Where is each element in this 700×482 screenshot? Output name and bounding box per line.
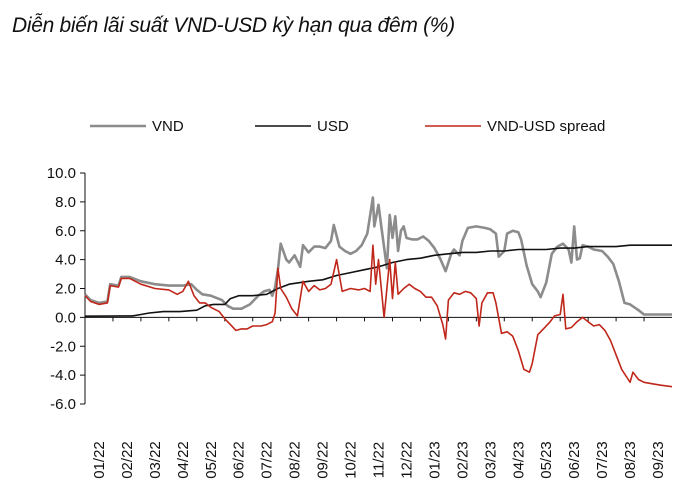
x-tick-label: 12/22 xyxy=(398,441,415,479)
x-tick-label: 03/23 xyxy=(482,441,499,479)
x-axis: 01/22 02/22 03/22 04/22 05/22 06/22 07/22 08/22… xyxy=(84,316,672,479)
y-tick-label: 4.0 xyxy=(55,252,76,269)
series-line-1 xyxy=(84,196,672,316)
legend: VND USD VND-USD spread xyxy=(90,118,605,135)
x-tick-label: 07/22 xyxy=(259,441,276,479)
y-tick-label: -6.0 xyxy=(50,396,76,413)
x-tick-label: 06/23 xyxy=(566,441,583,479)
x-tick-label: 08/22 xyxy=(287,441,304,479)
x-tick-label: 10/22 xyxy=(343,441,360,479)
x-tick-label: 02/23 xyxy=(454,441,471,479)
x-tick-label: 04/22 xyxy=(175,441,192,479)
y-tick-label: 6.0 xyxy=(55,223,76,240)
x-tick-label: 07/23 xyxy=(594,441,611,479)
legend-label: VND-USD spread xyxy=(487,118,605,135)
series-line-2 xyxy=(84,244,672,317)
y-tick-label: 2.0 xyxy=(55,281,76,298)
y-tick-label: -4.0 xyxy=(50,367,76,384)
x-tick-label: 05/23 xyxy=(538,441,555,479)
x-tick-label: 09/22 xyxy=(315,441,332,479)
x-tick-label: 03/22 xyxy=(147,441,164,479)
y-tick-label: 8.0 xyxy=(55,194,76,211)
x-tick-label: 04/23 xyxy=(510,441,527,479)
legend-label: VND xyxy=(152,118,184,135)
legend-label: USD xyxy=(317,118,349,135)
x-tick-label: 01/22 xyxy=(91,441,108,479)
y-tick-label: -2.0 xyxy=(50,338,76,355)
y-tick-label: 10.0 xyxy=(47,165,76,182)
x-tick-label: 06/22 xyxy=(231,441,248,479)
y-axis: 10.0 8.0 6.0 4.0 2.0 0.0 -2.0 -4.0 -6.0 xyxy=(47,165,86,413)
chart-title: Diễn biến lãi suất VND-USD kỳ hạn qua đê… xyxy=(12,14,455,37)
series-layer xyxy=(84,196,673,388)
x-tick-label: 09/23 xyxy=(650,441,667,479)
series-line-3 xyxy=(84,244,673,388)
x-tick-label: 01/23 xyxy=(426,441,443,479)
x-tick-label: 02/22 xyxy=(119,441,136,479)
x-tick-label: 05/22 xyxy=(203,441,220,479)
y-tick-label: 0.0 xyxy=(55,309,76,326)
x-tick-label: 11/22 xyxy=(371,442,388,478)
x-tick-label: 08/23 xyxy=(622,441,639,479)
